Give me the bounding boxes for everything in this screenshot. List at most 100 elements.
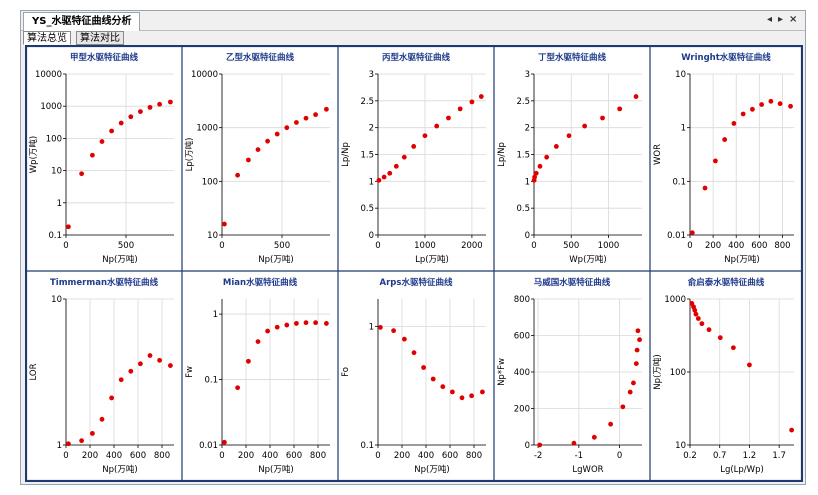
y-tick-label: 10000: [35, 70, 62, 80]
data-point: [313, 112, 318, 118]
y-tick-label: 0: [525, 231, 530, 241]
data-point: [689, 230, 695, 236]
chart-title: 乙型水驱特征曲线: [226, 52, 295, 63]
data-point: [634, 347, 640, 353]
data-point: [731, 121, 737, 126]
data-point: [284, 125, 290, 131]
data-point: [265, 138, 270, 144]
y-tick-label: 100: [46, 134, 62, 144]
data-point: [699, 321, 705, 327]
y-axis-label: Np(万吨): [652, 354, 663, 389]
data-point: [713, 158, 718, 164]
data-point: [79, 171, 84, 177]
data-point: [459, 395, 465, 401]
y-tick-label: 600: [514, 332, 530, 342]
data-point: [90, 431, 95, 436]
x-tick-label: 800: [310, 451, 326, 461]
chart-title: 丁型水驱特征曲线: [538, 52, 607, 63]
data-point: [294, 321, 299, 326]
data-point: [469, 99, 475, 105]
data-point: [168, 99, 173, 105]
x-axis-label: Np(万吨): [102, 254, 137, 265]
data-point: [457, 106, 463, 112]
data-point: [147, 104, 153, 110]
y-tick-label: 1: [525, 177, 530, 187]
y-tick-label: 3: [369, 70, 374, 80]
x-tick-label: 0: [375, 241, 380, 251]
scroll-right-icon[interactable]: ▸: [778, 14, 784, 25]
y-axis-label: Lp/Np: [341, 142, 351, 167]
x-tick-label: 500: [563, 241, 579, 251]
y-axis-label: Lp(万吨): [184, 138, 195, 172]
x-axis-label: Np(万吨): [102, 464, 137, 475]
data-point: [118, 377, 124, 383]
tab-algorithm-overview[interactable]: 算法总览: [23, 31, 71, 45]
data-point: [378, 324, 383, 330]
data-point: [157, 101, 163, 107]
chart-title: 甲型水驱特征曲线: [70, 52, 139, 63]
y-tick-label: 800: [514, 295, 530, 305]
x-tick-label: 0.7: [713, 451, 727, 461]
y-axis-label: Np*Fw: [497, 358, 507, 386]
tab-strip: 算法总览 算法对比: [21, 31, 805, 45]
y-axis-label: Fo: [341, 367, 351, 377]
x-tick-label: 0: [687, 241, 692, 251]
y-tick-label: 10: [207, 231, 218, 241]
y-tick-label: 400: [514, 368, 530, 378]
x-tick-label: 0: [219, 241, 224, 251]
x-axis-label: Lg(Lp/Wp): [720, 465, 764, 475]
data-point: [440, 384, 446, 390]
data-point: [759, 102, 765, 107]
x-tick-label: 400: [262, 451, 278, 461]
data-point: [99, 139, 105, 144]
x-tick-label: 500: [118, 241, 134, 251]
data-point: [387, 170, 393, 176]
chart-title: Timmerman水驱特征曲线: [50, 277, 159, 288]
data-point: [391, 328, 396, 334]
x-axis-label: Np(万吨): [258, 254, 293, 265]
data-point: [66, 441, 71, 447]
data-point: [789, 427, 795, 433]
scroll-left-icon[interactable]: ◂: [767, 14, 773, 25]
y-tick-label: 10: [675, 70, 686, 80]
y-axis-label: Wp(万吨): [28, 136, 39, 173]
chart-grid-panel: 甲型水驱特征曲线 0 500 0.1 1 10 100 1000 10000 Np(万吨) Wp(万…: [25, 45, 803, 482]
data-point: [600, 115, 605, 121]
y-tick-label: 0.01: [667, 231, 686, 241]
title-bar: YS_水驱特征曲线分析 ◂ ▸ ×: [21, 11, 805, 31]
data-point: [324, 106, 329, 112]
close-icon[interactable]: ×: [789, 14, 798, 25]
chart-title: 丙型水驱特征曲线: [382, 52, 451, 63]
data-point: [313, 320, 318, 326]
data-point: [740, 111, 746, 117]
data-point: [376, 177, 382, 183]
data-point: [222, 221, 227, 227]
data-point: [168, 363, 173, 368]
y-tick-label: 10: [51, 295, 62, 305]
tab-algorithm-compare[interactable]: 算法对比: [76, 31, 124, 45]
x-tick-label: 0: [63, 451, 68, 461]
data-point: [402, 336, 407, 342]
data-point: [722, 137, 728, 142]
x-tick-label: 1.7: [772, 451, 786, 461]
data-point: [537, 163, 543, 169]
data-point: [222, 439, 227, 445]
data-point: [401, 154, 407, 160]
data-point: [157, 357, 163, 363]
chart-title: 俞启泰水驱特征曲线: [687, 277, 765, 288]
x-tick-label: 800: [774, 241, 790, 251]
y-tick-label: 0.5: [516, 204, 530, 214]
x-tick-label: 600: [751, 241, 767, 251]
data-point: [274, 324, 280, 330]
data-point: [284, 322, 290, 328]
data-point: [235, 172, 241, 178]
data-point: [246, 157, 251, 163]
y-tick-label: 10: [675, 441, 686, 451]
y-axis-label: Fw: [185, 366, 195, 378]
x-tick-label: 400: [106, 451, 122, 461]
document-tab[interactable]: YS_水驱特征曲线分析: [23, 12, 141, 31]
data-point: [566, 133, 572, 139]
data-point: [469, 393, 474, 399]
data-point: [695, 316, 701, 321]
x-axis-label: Wp(万吨): [569, 254, 606, 265]
